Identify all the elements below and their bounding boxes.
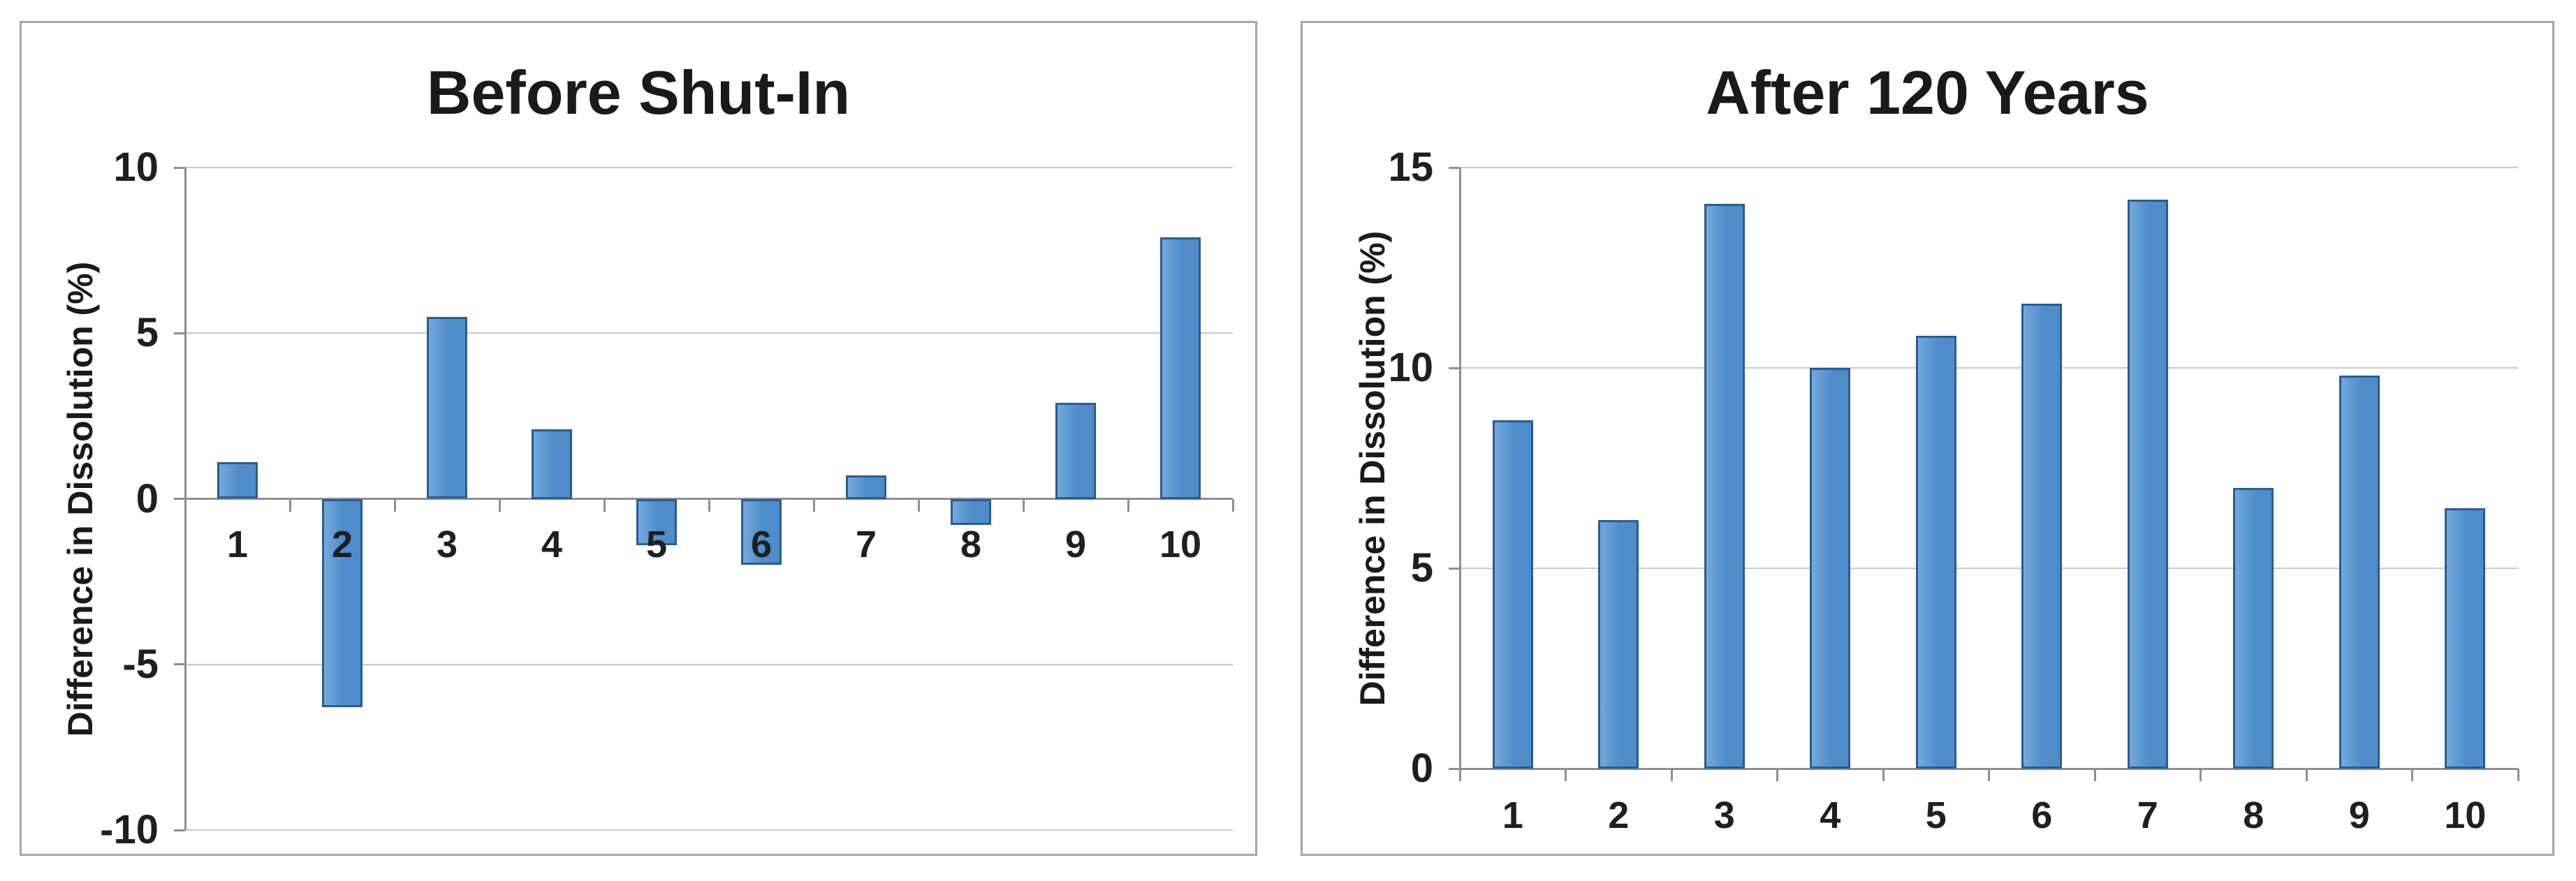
bar-10 — [2445, 508, 2486, 769]
y-tick--5 — [174, 663, 185, 666]
chart-title: Before Shut-In — [426, 58, 851, 127]
x-tick-6 — [812, 498, 815, 512]
bar-8 — [2233, 488, 2274, 769]
x-category-label-5: 5 — [1925, 794, 1947, 836]
bar-7 — [846, 475, 886, 499]
plot-area: 10 5 0 -5 -10 1 2 3 4 5 6 7 8 9 10 — [100, 145, 1234, 852]
y-axis-title: Difference in Dissolution (%) — [1353, 230, 1392, 706]
y-tick-label-0: 0 — [1410, 746, 1433, 791]
gridline-10 — [185, 167, 1233, 168]
x-category-label-5: 5 — [645, 523, 668, 565]
x-category-label-8: 8 — [960, 523, 982, 565]
x-category-label-4: 4 — [1820, 794, 1841, 836]
y-tick-label-10: 10 — [113, 145, 159, 190]
gridline--10 — [185, 829, 1233, 831]
bar-8 — [951, 498, 991, 526]
x-category-label-7: 7 — [855, 523, 877, 565]
bar-1 — [1492, 420, 1533, 769]
y-tick-15 — [1449, 166, 1460, 169]
bar-2 — [322, 498, 363, 708]
x-tick-1 — [288, 498, 291, 512]
gridline--5 — [185, 663, 1233, 665]
x-tick-8 — [1022, 498, 1025, 512]
x-tick-0 — [184, 498, 186, 512]
y-tick-label-0: 0 — [136, 475, 159, 521]
bar-4 — [1810, 368, 1851, 769]
x-tick-9 — [2411, 769, 2413, 781]
bar-5 — [1915, 336, 1956, 769]
x-category-label-4: 4 — [541, 523, 563, 565]
bar-9 — [2339, 376, 2380, 769]
y-tick-10 — [1449, 367, 1460, 369]
x-tick-1 — [1565, 769, 1567, 781]
x-tick-9 — [1127, 498, 1129, 512]
bar-1 — [217, 462, 258, 499]
x-category-label-2: 2 — [331, 523, 353, 565]
x-category-label-10: 10 — [1159, 523, 1202, 565]
chart-panel-after-120-years: After 120 Years Difference in Dissolutio… — [1301, 21, 2554, 856]
y-tick-label-10: 10 — [1388, 345, 1433, 390]
x-tick-4 — [603, 498, 606, 512]
gridline-5 — [185, 332, 1233, 334]
x-tick-7 — [917, 498, 920, 512]
x-tick-3 — [1776, 769, 1778, 781]
bar-6 — [741, 498, 782, 565]
x-category-label-9: 9 — [2348, 794, 2370, 836]
chart-panel-before-shut-in: Before Shut-In Difference in Dissolution… — [20, 21, 1257, 856]
y-tick-label-5: 5 — [136, 310, 159, 356]
x-category-label-10: 10 — [2444, 794, 2487, 836]
x-tick-2 — [393, 498, 396, 512]
x-category-label-3: 3 — [1713, 794, 1735, 836]
plot-area: 15 10 5 0 1 2 3 4 5 6 7 8 9 10 — [1388, 145, 2519, 836]
x-tick-10 — [1231, 498, 1234, 512]
y-tick-5 — [174, 332, 185, 334]
x-tick-4 — [1882, 769, 1885, 781]
x-category-label-1: 1 — [226, 523, 249, 565]
x-tick-6 — [2093, 769, 2096, 781]
x-tick-3 — [498, 498, 501, 512]
bar-2 — [1598, 520, 1639, 769]
x-category-label-8: 8 — [2243, 794, 2264, 836]
y-tick-label--5: -5 — [122, 641, 159, 687]
y-axis-line — [1458, 168, 1461, 769]
bar-6 — [2021, 304, 2063, 769]
x-tick-2 — [1670, 769, 1673, 781]
x-tick-7 — [2200, 769, 2202, 781]
x-category-label-3: 3 — [436, 523, 458, 565]
y-tick-label-5: 5 — [1410, 545, 1433, 591]
y-tick-5 — [1449, 567, 1460, 570]
x-category-label-6: 6 — [2031, 794, 2053, 836]
bar-5 — [636, 498, 677, 545]
bar-7 — [2127, 199, 2168, 769]
bar-3 — [1704, 203, 1745, 769]
x-category-label-6: 6 — [750, 523, 773, 565]
x-tick-5 — [708, 498, 710, 512]
y-tick-10 — [174, 166, 185, 169]
x-tick-10 — [2517, 769, 2519, 781]
x-category-label-2: 2 — [1608, 794, 1630, 836]
gridline-15 — [1460, 167, 2518, 168]
y-tick-0 — [174, 498, 185, 500]
y-tick-label-15: 15 — [1388, 145, 1433, 190]
bar-3 — [427, 316, 467, 499]
y-tick-0 — [1449, 767, 1460, 770]
x-tick-8 — [2305, 769, 2308, 781]
chart-title: After 120 Years — [1706, 58, 2149, 127]
bar-9 — [1055, 402, 1096, 499]
x-category-label-1: 1 — [1502, 794, 1523, 836]
y-tick--10 — [174, 829, 185, 831]
x-category-label-9: 9 — [1064, 523, 1087, 565]
y-tick-label--10: -10 — [100, 807, 159, 852]
gridline-5 — [1460, 568, 2518, 569]
gridline-10 — [1460, 367, 2518, 369]
x-tick-0 — [1458, 769, 1461, 781]
x-category-label-7: 7 — [2137, 794, 2158, 836]
bar-10 — [1160, 237, 1201, 499]
bar-4 — [532, 429, 572, 499]
x-tick-5 — [1988, 769, 1990, 781]
